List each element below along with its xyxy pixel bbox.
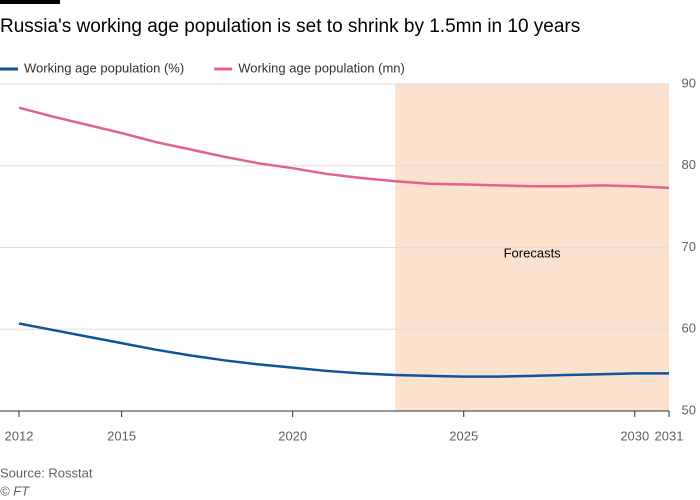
series-line	[18, 322, 669, 378]
y-tick-label: 50	[682, 402, 696, 417]
legend-label: Working age population (mn)	[238, 60, 405, 75]
legend-label: Working age population (%)	[24, 60, 184, 75]
brand-bar	[0, 0, 60, 4]
y-tick-label: 60	[682, 321, 696, 336]
y-tick-label: 80	[682, 157, 696, 172]
source: Source: Rosstat	[0, 465, 93, 480]
y-tick-label: 70	[682, 239, 696, 254]
x-tick-label: 2025	[449, 428, 478, 443]
series-line	[18, 106, 670, 190]
y-tick-label: 90	[682, 75, 696, 90]
x-tick-label: 2031	[655, 428, 684, 443]
chart-title: Russia's working age population is set t…	[0, 16, 580, 37]
x-tick-label: 2012	[5, 428, 34, 443]
forecast-label: Forecasts	[504, 245, 562, 260]
x-tick-label: 2030	[620, 428, 649, 443]
credit: © FT	[0, 483, 30, 498]
x-tick-label: 2015	[107, 428, 136, 443]
x-tick-label: 2020	[278, 428, 307, 443]
